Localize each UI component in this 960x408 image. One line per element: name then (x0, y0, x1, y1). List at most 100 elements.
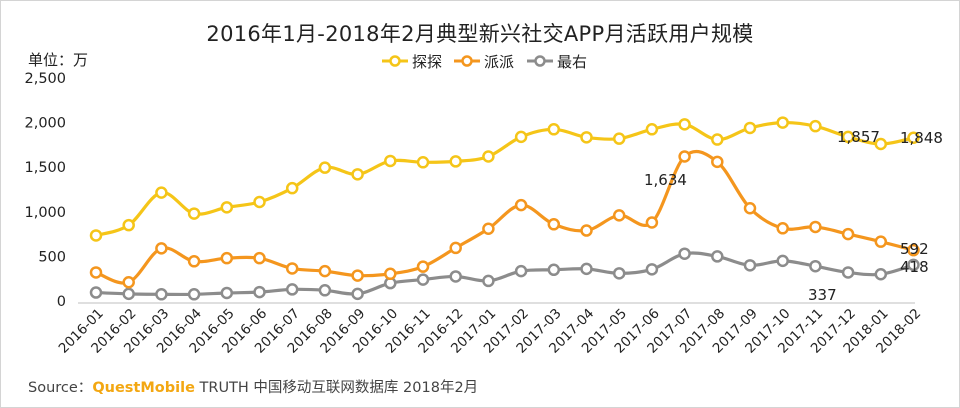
data-point (253, 195, 266, 209)
data-point (482, 150, 495, 163)
legend-item: 探探 (382, 53, 442, 71)
legend-item: 派派 (454, 53, 514, 71)
legend-label: 探探 (412, 53, 442, 71)
data-point (220, 201, 234, 214)
data-label: 592 (900, 240, 929, 258)
series-3 (89, 247, 920, 301)
data-point (318, 284, 332, 297)
data-label: 418 (900, 258, 929, 276)
data-point (318, 264, 332, 278)
data-point (155, 186, 168, 199)
data-point (187, 255, 201, 268)
series-layer (89, 116, 920, 301)
data-point (482, 274, 495, 288)
data-point (678, 118, 691, 131)
data-point (841, 227, 855, 241)
data-point (155, 242, 168, 255)
x-axis: 2016-012016-022016-032016-042016-052016-… (56, 302, 924, 357)
data-point (89, 229, 103, 242)
data-point (89, 286, 103, 299)
data-point (874, 235, 888, 248)
data-point (547, 263, 561, 277)
data-point (122, 287, 135, 301)
data-point (711, 250, 724, 263)
data-label: 1,848 (900, 129, 943, 147)
legend-swatch-marker (389, 55, 401, 67)
data-point (253, 251, 266, 265)
data-point (449, 155, 462, 168)
data-point (449, 270, 462, 283)
data-point (155, 288, 168, 301)
data-point (547, 123, 561, 136)
y-tick-label: 2,500 (24, 71, 66, 87)
data-point (612, 267, 626, 280)
series-2 (89, 149, 920, 289)
legend-label: 最右 (557, 53, 587, 71)
data-point (645, 263, 659, 276)
legend-label: 派派 (484, 53, 514, 71)
data-point (482, 222, 495, 235)
unit-label: 单位：万 (28, 51, 89, 69)
data-point (187, 207, 201, 220)
data-point (612, 132, 626, 145)
data-point (384, 267, 397, 281)
data-point (89, 266, 103, 279)
y-axis: 0 500 1,000 1,500 2,000 2,500 (24, 71, 66, 310)
data-point (122, 218, 135, 232)
series-line (95, 149, 914, 285)
data-point (547, 218, 561, 231)
data-point (645, 123, 659, 136)
data-point (285, 181, 299, 195)
source-brand: QuestMobile (92, 380, 195, 396)
data-point (776, 254, 789, 268)
data-point (580, 131, 593, 144)
data-point (416, 273, 430, 286)
y-tick-label: 1,500 (24, 160, 66, 176)
data-point (776, 222, 789, 235)
data-point (285, 283, 299, 296)
data-point (220, 286, 234, 300)
legend: 探探 派派 最右 (382, 53, 587, 71)
data-point (384, 154, 397, 168)
data-point (645, 216, 659, 229)
source-note: Source：QuestMobile TRUTH 中国移动互联网数据库 2018… (28, 376, 478, 397)
data-point (580, 262, 593, 276)
data-point (907, 131, 920, 145)
data-point (874, 137, 888, 151)
data-point (514, 130, 528, 144)
y-tick-label: 500 (38, 249, 66, 265)
data-point (874, 267, 888, 281)
data-point (351, 287, 364, 301)
data-point (351, 168, 364, 181)
data-point (416, 260, 430, 273)
legend-swatch-marker (534, 55, 546, 67)
data-point (907, 258, 920, 272)
y-tick-label: 1,000 (24, 205, 66, 221)
data-point (122, 276, 135, 289)
data-point (809, 119, 822, 133)
data-point (612, 209, 626, 222)
data-point (285, 262, 299, 275)
data-label: 337 (808, 286, 837, 304)
series-1 (89, 116, 920, 242)
legend-swatch-marker (461, 55, 473, 67)
data-point (776, 116, 789, 129)
data-point (809, 259, 822, 273)
data-point (711, 155, 724, 169)
data-point (809, 220, 822, 234)
data-label: 1,634 (644, 171, 687, 189)
data-label: 1,857 (837, 128, 880, 146)
y-tick-label: 0 (57, 294, 66, 310)
data-point (580, 224, 593, 237)
data-point (416, 156, 430, 169)
data-point (743, 121, 757, 135)
data-point (514, 198, 528, 212)
legend-item: 最右 (527, 53, 587, 71)
data-point (711, 133, 724, 146)
data-point (841, 266, 855, 279)
data-point (351, 269, 364, 282)
data-point (514, 264, 528, 278)
data-point (253, 285, 266, 299)
